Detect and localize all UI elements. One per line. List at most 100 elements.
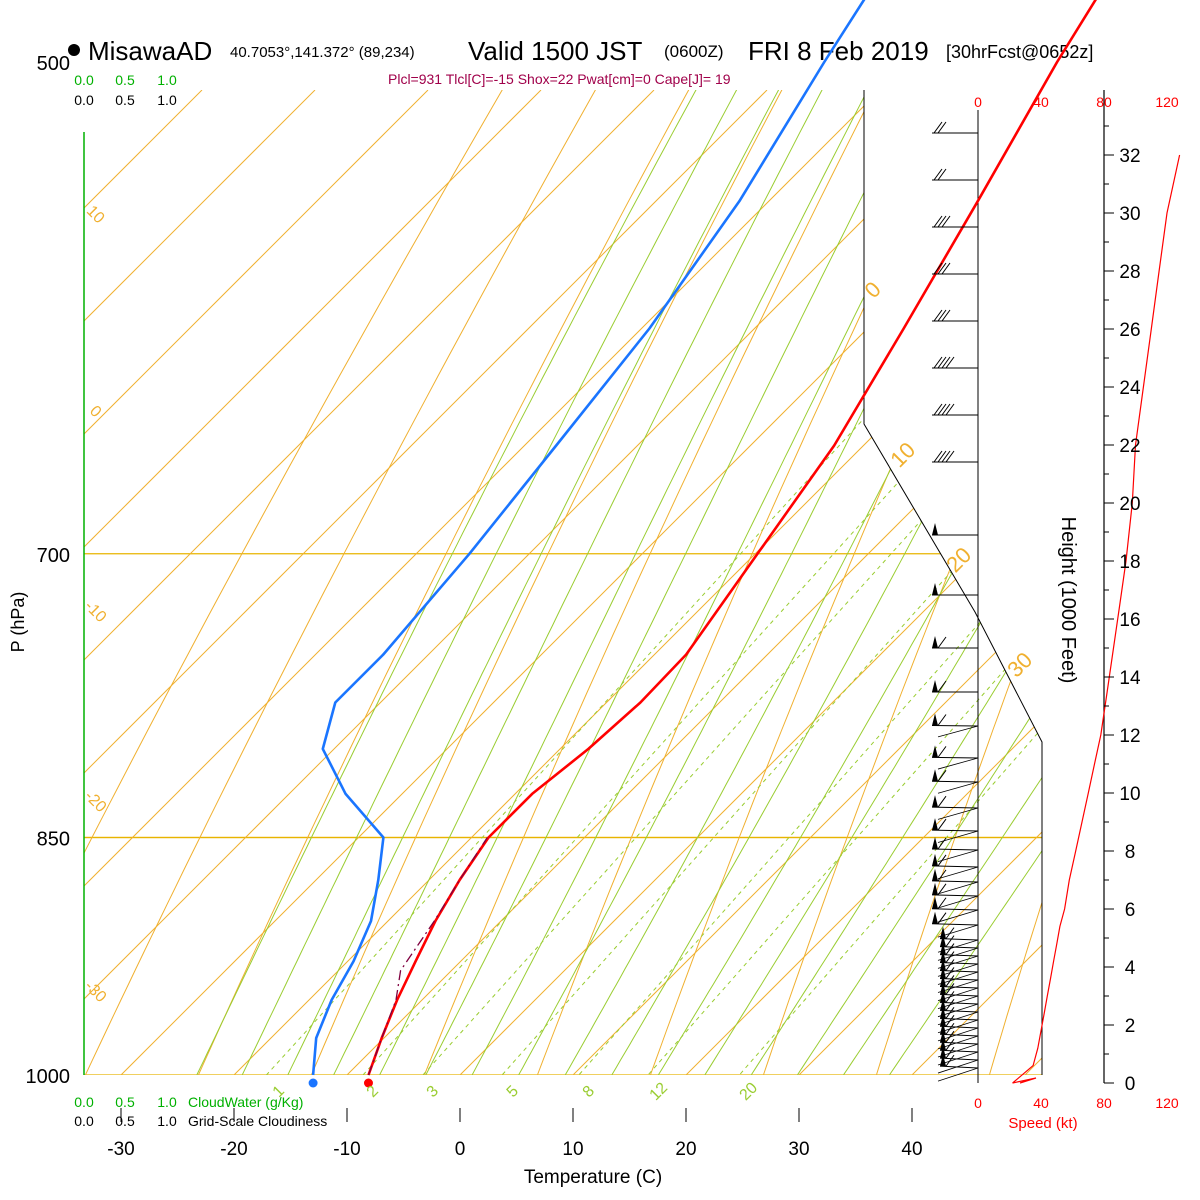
wind-barb-pennant — [932, 680, 938, 692]
surface-temperature-marker — [363, 1078, 373, 1088]
dry-adiabat-line — [84, 90, 1042, 1075]
wind-speed-tick-top: 0 — [974, 94, 982, 110]
wind-barb-flag — [941, 309, 951, 322]
temperature-line — [367, 0, 1097, 1076]
mixing-ratio-label: 12 — [647, 1079, 672, 1104]
height-tick-label: 32 — [1119, 146, 1140, 167]
isotherm-line — [798, 90, 1042, 1075]
wind-barb — [931, 868, 979, 895]
wind-barb-flag — [937, 215, 947, 228]
height-tick-label: 0 — [1125, 1074, 1136, 1095]
wind-barb-pennant — [932, 523, 938, 535]
dry-adiabat-line — [166, 90, 1042, 1075]
cloud-water-tick-top: 0.5 — [115, 72, 135, 88]
wind-barb-shaft — [937, 781, 979, 794]
axis-labels: 2503004005007008501000-30-20-10010203040… — [26, 53, 1179, 1160]
wind-barb-shaft — [939, 1049, 979, 1053]
wind-barb-shaft — [931, 880, 979, 883]
height-tick-label: 24 — [1119, 378, 1141, 399]
wind-barb-pennant — [940, 1014, 946, 1027]
wind-barb-flag — [945, 1014, 955, 1027]
wind-barb-shaft — [939, 985, 979, 989]
wind-barb-shaft — [931, 780, 979, 783]
wind-barbs — [931, 121, 979, 1082]
wind-barb-shaft — [937, 909, 979, 923]
wind-barb-shaft — [931, 829, 979, 832]
dry-adiabat-line — [84, 90, 1042, 1075]
dry-adiabat-line — [1083, 0, 1200, 1146]
wind-barb-pennant — [932, 636, 938, 648]
height-tick-label: 20 — [1119, 494, 1140, 515]
temperature-tick-label: -10 — [333, 1139, 360, 1160]
wind-barb-pennant — [940, 1022, 946, 1035]
wind-barb-shaft — [939, 938, 979, 941]
isotherm-label-right: 10 — [885, 437, 920, 472]
pressure-tick-label: 1000 — [26, 1066, 71, 1088]
cloud-water-tick-top: 0.0 — [74, 72, 94, 88]
wind-barb-shaft — [939, 1057, 979, 1061]
cloudiness-tick-top: 0.0 — [74, 92, 94, 108]
mixing-ratio-line — [676, 90, 1042, 1075]
cloud-water-tick-bottom: 0.5 — [115, 1094, 135, 1110]
dry-adiabat-line — [624, 90, 1042, 1075]
mixing-ratio-label: 20 — [737, 1079, 762, 1104]
wind-barb-flag — [933, 121, 943, 134]
wind-barb-flag — [945, 983, 955, 995]
wind-barb-pennant — [932, 896, 938, 909]
height-tick-label: 16 — [1119, 610, 1140, 631]
wind-barb-flag — [937, 356, 947, 369]
wind-barb-pennant — [940, 1006, 946, 1019]
wind-barb-flag — [933, 450, 943, 463]
wind-barb-flag — [937, 795, 947, 808]
forecast-info: [30hrFcst@0652z] — [946, 42, 1093, 62]
wind-barb-pennant — [940, 998, 946, 1011]
height-tick-label: 22 — [1119, 436, 1140, 457]
sounding-indices: Plcl=931 Tlcl[C]=-15 Shox=22 Pwat[cm]=0 … — [388, 71, 731, 87]
wind-barb-flag — [945, 991, 955, 1003]
wind-barb-flag — [937, 403, 947, 416]
wind-barb-shaft — [939, 1041, 979, 1045]
wind-barb — [932, 583, 978, 596]
wind-barb — [932, 450, 978, 463]
cloudiness-tick-bottom: 1.0 — [157, 1113, 177, 1129]
cloudiness-tick-top: 0.5 — [115, 92, 135, 108]
temperature-tick-label: 0 — [455, 1139, 466, 1160]
wind-barb — [932, 403, 978, 416]
height-tick-label: 26 — [1119, 320, 1140, 341]
temperature-tick-label: -30 — [107, 1139, 134, 1160]
cloud-water-label: CloudWater (g/Kg) — [188, 1094, 303, 1110]
moist-adiabat-line — [614, 90, 1042, 1075]
mixing-ratio-line — [515, 90, 1042, 1075]
wind-barb-pennant — [940, 1038, 946, 1051]
moist-adiabat-line — [207, 90, 1042, 1075]
wind-barb-shaft — [931, 756, 979, 759]
wind-barb-flag — [937, 121, 947, 134]
wind-barb-flag — [945, 959, 955, 971]
cloudiness-tick-bottom: 0.0 — [74, 1113, 94, 1129]
wind-barb — [931, 896, 979, 923]
plot-frame — [83, 90, 1105, 1083]
mixing-ratio-line — [201, 90, 1042, 1075]
wind-speed-profile — [1012, 154, 1181, 1084]
wind-barb-pennant — [932, 853, 938, 866]
parcel-line — [367, 837, 488, 1076]
wind-barb — [931, 882, 979, 909]
wind-barb — [932, 309, 978, 322]
wind-barb-pennant — [932, 745, 938, 758]
wind-barb-flag — [941, 262, 951, 275]
wind-barb-shaft — [937, 881, 979, 895]
wind-barb-shaft — [939, 962, 979, 965]
isotherm-line — [685, 90, 1042, 1075]
wind-barb-flag — [933, 403, 943, 416]
wind-barb-shaft — [939, 977, 979, 981]
moist-adiabat-line — [343, 90, 1042, 1075]
wind-barb-shaft — [931, 724, 979, 727]
wind-barb-pennant — [932, 868, 938, 881]
wind-barb-flag — [937, 769, 947, 782]
isotherm-line — [459, 90, 1042, 1075]
wind-barb-flag — [945, 450, 955, 463]
wind-barb-flag — [937, 854, 947, 867]
mixing-ratio-line — [585, 90, 1042, 1075]
wind-barb-flag — [933, 262, 943, 275]
wind-barb-pennant — [932, 882, 938, 895]
